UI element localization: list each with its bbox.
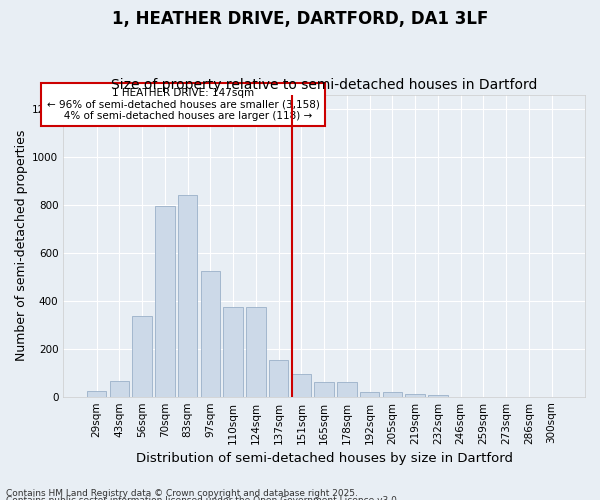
X-axis label: Distribution of semi-detached houses by size in Dartford: Distribution of semi-detached houses by … xyxy=(136,452,512,465)
Bar xyxy=(246,307,266,396)
Bar xyxy=(133,316,152,396)
Bar xyxy=(360,392,379,396)
Bar xyxy=(110,381,129,396)
Bar xyxy=(292,374,311,396)
Bar xyxy=(269,360,289,397)
Title: Size of property relative to semi-detached houses in Dartford: Size of property relative to semi-detach… xyxy=(111,78,538,92)
Bar xyxy=(87,390,106,396)
Text: Contains HM Land Registry data © Crown copyright and database right 2025.: Contains HM Land Registry data © Crown c… xyxy=(6,488,358,498)
Bar xyxy=(178,196,197,396)
Text: 1 HEATHER DRIVE: 147sqm
← 96% of semi-detached houses are smaller (3,158)
   4% : 1 HEATHER DRIVE: 147sqm ← 96% of semi-de… xyxy=(47,88,320,121)
Bar xyxy=(223,307,243,396)
Text: 1, HEATHER DRIVE, DARTFORD, DA1 3LF: 1, HEATHER DRIVE, DARTFORD, DA1 3LF xyxy=(112,10,488,28)
Bar xyxy=(201,271,220,396)
Bar xyxy=(383,392,402,396)
Bar xyxy=(406,394,425,396)
Bar xyxy=(314,382,334,396)
Y-axis label: Number of semi-detached properties: Number of semi-detached properties xyxy=(15,130,28,362)
Bar xyxy=(155,206,175,396)
Bar xyxy=(337,382,356,396)
Text: Contains public sector information licensed under the Open Government Licence v3: Contains public sector information licen… xyxy=(6,496,400,500)
